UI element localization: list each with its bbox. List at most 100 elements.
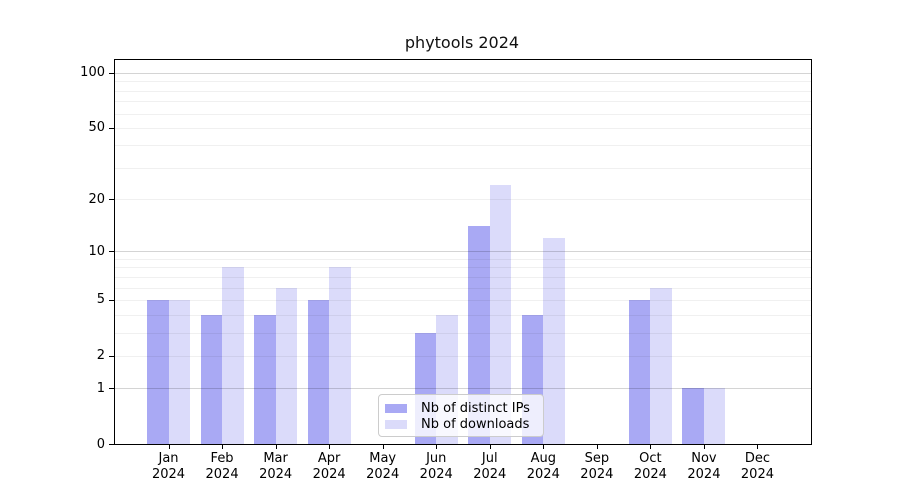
legend-swatch-distinct-ips [385,403,407,413]
gridline-minor [115,199,811,201]
y-tick-label: 50 [88,120,105,136]
x-tick-year: 2024 [151,467,186,482]
bar-downloads-apr [329,267,351,444]
gridline-minor [115,355,811,357]
bar-downloads-aug [543,237,565,444]
y-tick-label: 2 [96,348,105,364]
x-tick-year: 2024 [473,467,507,482]
bar-distinct-ips-jan [147,299,169,444]
x-tick-label: Feb 2024 [190,451,254,483]
gridline-minor [115,167,811,169]
x-tick-mark [757,444,759,449]
x-tick-mark [436,444,438,449]
x-tick-month: May [369,451,397,466]
x-tick-label: Mar 2024 [244,451,308,483]
x-tick-month: Aug [530,451,556,466]
y-tick-label: 100 [80,65,105,81]
bar-distinct-ips-oct [628,299,651,444]
bar-distinct-ips-nov [682,388,704,444]
bar-distinct-ips-mar [254,314,276,444]
x-tick-month: Dec [744,451,771,466]
x-tick-month: Feb [210,451,234,466]
bar-downloads-jul [489,185,512,444]
x-tick-month: Jan [158,451,179,466]
bar-distinct-ips-jul [468,226,490,444]
plot-area: 0 1 2 5 10 20 50 100 Jan 2024 Feb 2024 Mar 2024 Apr 202… [80,59,812,482]
x-tick-month: Jun [426,451,447,466]
y-tick-mark [109,355,115,357]
x-tick-year: 2024 [740,467,774,482]
x-tick-year: 2024 [687,467,721,482]
x-tick-label: Apr 2024 [297,451,361,483]
gridline-minor [115,101,811,103]
legend-swatch-downloads [385,419,407,429]
y-tick-mark [109,251,115,253]
x-tick-mark [703,444,705,449]
gridline-minor [115,267,811,269]
x-tick-year: 2024 [580,467,614,482]
x-tick-year: 2024 [526,467,560,482]
gridline-minor [115,332,811,334]
legend: Nb of distinct IPs Nb of downloads [378,394,544,437]
y-tick-mark [109,199,115,201]
gridline-minor [115,81,811,83]
gridline-minor [115,127,811,129]
gridline-minor [115,258,811,260]
bar-distinct-ips-feb [200,314,223,444]
y-tick-label: 10 [88,243,105,259]
x-tick-month: Oct [639,451,662,466]
x-tick-mark [543,444,545,449]
gridline-minor [115,287,811,289]
x-tick-month: Sep [584,451,610,466]
grid-layer [115,60,811,444]
y-tick-mark [109,444,115,445]
bar-downloads-mar [275,287,298,444]
x-tick-month: Nov [691,451,717,466]
x-tick-year: 2024 [312,467,346,482]
chart-title: phytools 2024 [404,33,520,52]
legend-item-distinct-ips: Nb of distinct IPs [385,400,535,416]
x-tick-year: 2024 [205,467,239,482]
x-tick-month: Mar [263,451,288,466]
x-tick-year: 2024 [259,467,293,482]
x-tick-label: Dec 2024 [725,451,789,483]
x-tick-label: Nov 2024 [672,451,736,483]
legend-label-downloads: Nb of downloads [421,416,530,432]
x-tick-mark [489,444,491,449]
gridline-minor [115,90,811,92]
x-tick-label: Jan 2024 [137,451,201,483]
y-tick-label: 20 [88,191,105,207]
axis-layer: 0 1 2 5 10 20 50 100 Jan 2024 Feb 2024 Mar 2024 Apr 202… [80,60,811,482]
y-tick-mark [109,299,115,301]
y-tick-label: 1 [96,380,105,396]
x-tick-mark [650,444,652,449]
gridline-minor [115,113,811,115]
y-tick-mark [109,72,115,74]
x-tick-month: Apr [317,451,341,466]
x-tick-mark [275,444,277,449]
gridline-major [115,72,811,74]
x-tick-label: Jul 2024 [458,451,522,483]
gridline-minor [115,299,811,301]
x-tick-label: Sep 2024 [565,451,629,483]
bar-downloads-jan [168,299,191,444]
x-tick-year: 2024 [419,467,453,482]
x-tick-label: Jun 2024 [404,451,468,483]
legend-label-distinct-ips: Nb of distinct IPs [421,400,530,416]
bar-downloads-oct [650,287,672,444]
x-tick-mark [382,444,384,449]
gridline-minor [115,314,811,316]
gridline-major [115,251,811,253]
x-tick-month: Jul [481,451,498,466]
x-tick-mark [596,444,598,449]
y-tick-mark [109,127,115,129]
gridline-minor [115,145,811,147]
bar-downloads-nov [703,388,726,444]
gridline-major [115,388,811,390]
x-tick-label: May 2024 [351,451,415,483]
y-tick-label: 5 [96,292,105,308]
x-tick-mark [168,444,170,449]
x-tick-year: 2024 [633,467,667,482]
x-tick-mark [222,444,224,449]
